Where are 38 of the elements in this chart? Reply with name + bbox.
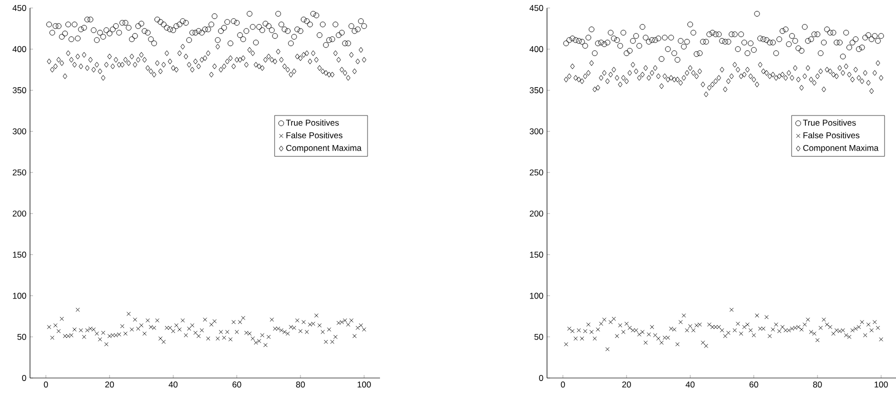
x-tick-label: 20	[105, 382, 114, 388]
y-tick-label: 150	[530, 252, 544, 258]
y-tick-label: 350	[12, 87, 26, 94]
y-tick-label: 400	[12, 46, 26, 52]
y-tick-label: 0	[22, 375, 26, 381]
y-tick-label: 350	[530, 87, 544, 94]
y-tick-label: 450	[530, 5, 544, 11]
y-tick-label: 300	[530, 128, 544, 134]
legend-label: False Positives	[286, 132, 342, 138]
x-tick-label: 20	[622, 382, 631, 388]
y-tick-label: 100	[530, 292, 544, 299]
y-tick-label: 50	[17, 334, 26, 340]
x-tick-label: 40	[686, 382, 695, 388]
x-tick-label: 100	[358, 382, 371, 388]
y-tick-label: 200	[530, 210, 544, 217]
legend-label: True Positives	[802, 119, 856, 126]
y-tick-label: 0	[539, 375, 544, 381]
y-tick-label: 250	[12, 169, 26, 176]
y-tick-label: 250	[530, 169, 544, 176]
legend-label: False Positives	[803, 132, 860, 138]
y-tick-label: 200	[12, 210, 26, 217]
legend-label: Component Maxima	[803, 144, 879, 153]
y-tick-label: 450	[12, 5, 26, 11]
y-tick-label: 300	[12, 128, 26, 134]
y-tick-label: 400	[530, 46, 544, 52]
y-tick-label: 150	[12, 252, 26, 258]
y-tick-label: 50	[534, 334, 544, 340]
x-tick-label: 60	[232, 382, 242, 388]
y-tick-label: 100	[12, 292, 26, 299]
x-tick-label: 80	[813, 382, 822, 388]
legend-label: Component Maxima	[286, 144, 362, 153]
x-tick-label: 80	[296, 382, 305, 388]
x-tick-label: 40	[168, 382, 178, 388]
x-tick-label: 100	[874, 382, 888, 388]
legend-label: True Positives	[286, 119, 339, 126]
x-tick-label: 60	[750, 382, 758, 388]
x-tick-label: 0	[44, 382, 48, 388]
x-tick-label: 0	[560, 382, 565, 388]
